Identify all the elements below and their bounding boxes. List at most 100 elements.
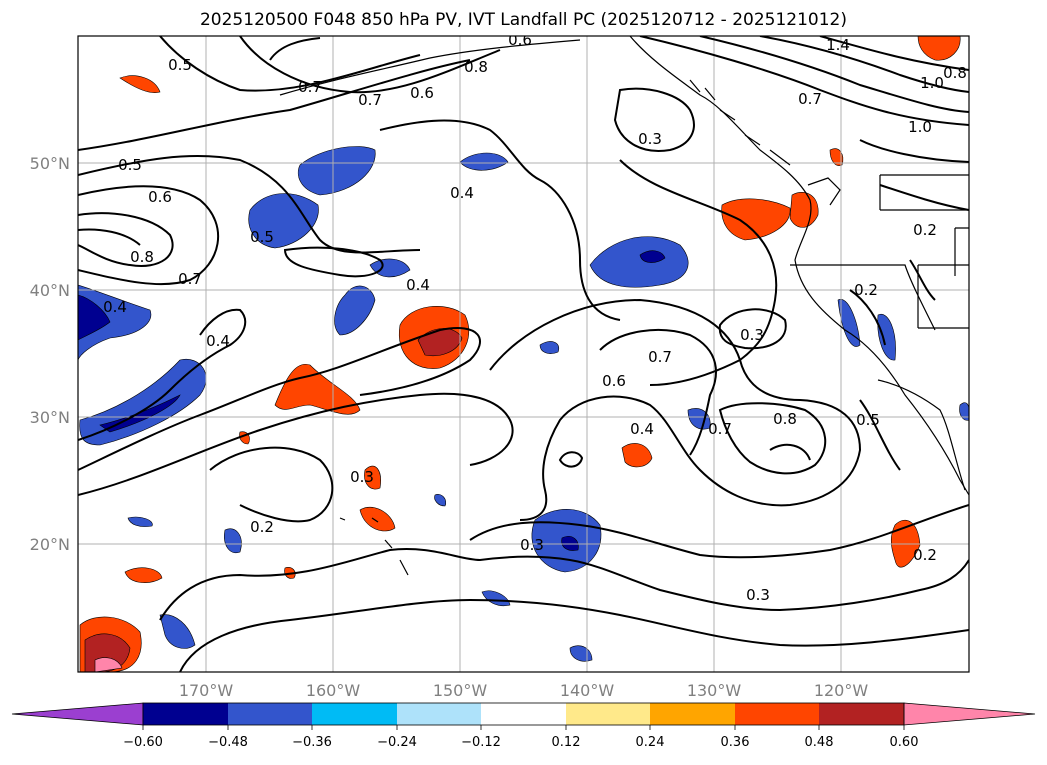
- contour-label: 0.6: [602, 372, 626, 390]
- negative-anomaly-region: [434, 494, 447, 507]
- lon-tick-label: 170°W: [179, 681, 234, 700]
- colorbar-tick-label: 0.48: [805, 735, 834, 750]
- negative-anomaly-region: [877, 313, 896, 361]
- positive-anomaly-region: [829, 148, 844, 166]
- colorbar-tick-label: −0.60: [123, 735, 163, 750]
- contour-label: 0.7: [178, 270, 202, 288]
- lon-tick-label: 150°W: [433, 681, 488, 700]
- lat-tick-label: 50°N: [30, 154, 70, 173]
- negative-anomaly-region: [687, 408, 711, 430]
- ivt-pc-fill: [78, 36, 969, 672]
- contour-label: 0.7: [358, 91, 382, 109]
- negative-anomaly-region: [369, 258, 411, 278]
- negative-anomaly-region: [78, 284, 152, 361]
- negative-anomaly-region: [959, 402, 969, 421]
- contour-label: 0.3: [638, 130, 662, 148]
- map-title: 2025120500 F048 850 hPa PV, IVT Landfall…: [199, 10, 847, 30]
- lat-tick-label: 30°N: [30, 408, 70, 427]
- colorbar-tick-label: −0.48: [208, 735, 248, 750]
- negative-anomaly-region: [561, 536, 579, 551]
- colorbar-segment: [566, 703, 650, 725]
- contour-labels: 0.5 0.6 0.8 0.7 0.4 0.5 0.4 0.4 0.4 0.7 …: [103, 31, 967, 604]
- colorbar-segment: [143, 703, 228, 725]
- contour-label: 0.8: [130, 248, 154, 266]
- contour-label: 1.0: [908, 118, 932, 136]
- positive-anomaly-region: [124, 567, 163, 583]
- colorbar-tick-label: −0.24: [377, 735, 417, 750]
- negative-anomaly-region: [159, 614, 196, 649]
- colorbar-tick-label: 0.60: [890, 735, 919, 750]
- negative-anomaly-region: [334, 285, 376, 336]
- contour-label: 0.6: [508, 31, 532, 49]
- colorbar-segment: [312, 703, 397, 725]
- contour-label: 0.6: [410, 84, 434, 102]
- colorbar: −0.60 −0.48 −0.36 −0.24 −0.12 0.12 0.24 …: [11, 702, 1036, 750]
- colorbar-tick-label: −0.36: [292, 735, 332, 750]
- colorbar-tick-label: 0.12: [552, 735, 581, 750]
- positive-anomaly-region: [364, 465, 381, 490]
- contour-label: 0.3: [350, 468, 374, 486]
- contour-label: 0.2: [913, 546, 937, 564]
- colorbar-extend-low: [11, 702, 144, 726]
- colorbar-segment: [650, 703, 735, 725]
- contour-label: 0.6: [148, 188, 172, 206]
- positive-anomaly-region: [721, 198, 791, 241]
- contour-label: 0.7: [798, 90, 822, 108]
- contour-label: 0.3: [520, 536, 544, 554]
- positive-anomaly-region: [789, 192, 819, 228]
- contour-label: 1.0: [920, 74, 944, 92]
- lon-tick-label: 130°W: [687, 681, 742, 700]
- negative-anomaly-region: [639, 250, 666, 263]
- lon-tick-label: 160°W: [306, 681, 361, 700]
- colorbar-segment: [819, 703, 904, 725]
- lon-tick-label: 120°W: [814, 681, 869, 700]
- contour-label: 0.2: [250, 518, 274, 536]
- contour-label: 0.3: [746, 586, 770, 604]
- contour-label: 0.5: [168, 56, 192, 74]
- map-frame: [77, 35, 970, 673]
- contour-label: 0.5: [118, 156, 142, 174]
- lon-tick-label: 140°W: [560, 681, 615, 700]
- contour-label: 0.8: [773, 410, 797, 428]
- positive-anomaly-region: [417, 328, 463, 357]
- contour-label: 0.2: [913, 221, 937, 239]
- contour-label: 0.2: [854, 281, 878, 299]
- colorbar-segment: [735, 703, 819, 725]
- positive-anomaly-region: [359, 506, 396, 532]
- colorbar-segment: [481, 703, 566, 725]
- contour-label: 0.3: [740, 326, 764, 344]
- negative-anomaly-region: [78, 294, 111, 341]
- positive-anomaly-region: [917, 36, 961, 61]
- map-panel: 0.5 0.6 0.8 0.7 0.4 0.5 0.4 0.4 0.4 0.7 …: [78, 31, 969, 672]
- contour-label: 0.4: [406, 276, 430, 294]
- colorbar-tick-label: 0.24: [636, 735, 665, 750]
- lat-tick-labels: 50°N 40°N 30°N 20°N: [30, 154, 70, 554]
- positive-anomaly-region: [621, 443, 653, 468]
- negative-anomaly-region: [127, 516, 153, 527]
- lat-tick-label: 40°N: [30, 281, 70, 300]
- negative-anomaly-region: [224, 528, 242, 554]
- contour-label: 0.4: [206, 332, 230, 350]
- contour-label: 0.7: [708, 420, 732, 438]
- negative-anomaly-region: [539, 341, 560, 354]
- contour-label: 0.5: [250, 228, 274, 246]
- colorbar-tick-label: −0.12: [461, 735, 501, 750]
- negative-anomaly-region: [297, 146, 376, 196]
- negative-anomaly-region: [837, 299, 861, 347]
- colorbar-tick-label: 0.36: [721, 735, 750, 750]
- contour-label: 0.4: [103, 298, 127, 316]
- contour-label: 1.4: [826, 36, 850, 54]
- lon-tick-labels: 170°W 160°W 150°W 140°W 130°W 120°W: [179, 681, 869, 700]
- contour-label: 0.4: [450, 184, 474, 202]
- contour-label: 0.8: [943, 64, 967, 82]
- positive-anomaly-region: [94, 657, 123, 672]
- contour-label: 0.7: [648, 348, 672, 366]
- contour-label: 0.7: [298, 78, 322, 96]
- negative-anomaly-region: [589, 236, 689, 288]
- coastlines: [279, 36, 969, 576]
- contour-label: 0.5: [856, 411, 880, 429]
- contour-label: 0.8: [464, 58, 488, 76]
- colorbar-segment: [397, 703, 481, 725]
- colorbar-segment: [228, 703, 312, 725]
